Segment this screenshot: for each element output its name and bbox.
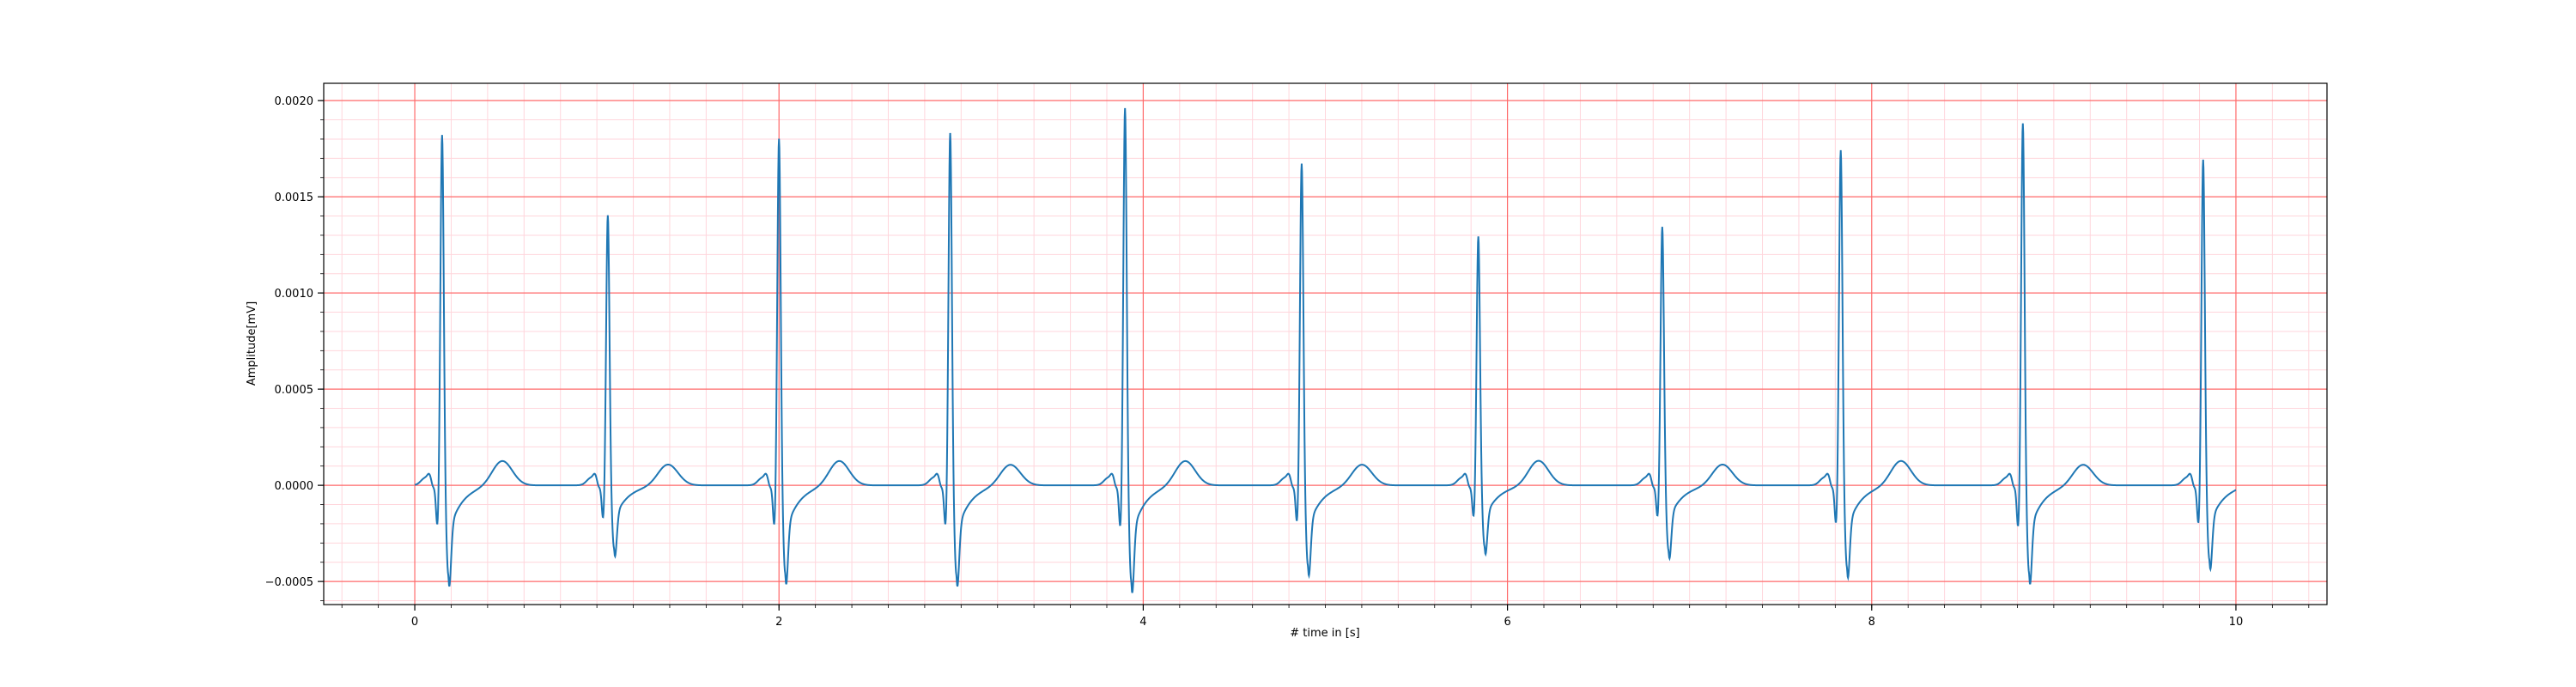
y-tick-label: 0.0000 [275, 480, 314, 493]
x-tick-label: 2 [775, 616, 782, 629]
y-tick-label: 0.0005 [275, 384, 314, 397]
y-tick-label: −0.0005 [265, 576, 313, 589]
y-tick-label: 0.0015 [275, 192, 314, 204]
x-tick-label: 4 [1139, 616, 1146, 629]
x-tick-label: 8 [1868, 616, 1875, 629]
x-tick-label: 10 [2229, 616, 2244, 629]
y-tick-label: 0.0020 [275, 95, 314, 108]
x-axis-label: # time in [s] [1290, 627, 1359, 640]
y-tick-labels: −0.0005 0.0000 0.0005 0.0010 0.0015 0.0020 [265, 95, 313, 589]
y-tick-label: 0.0010 [275, 288, 314, 301]
y-axis-label: Amplitude[mV] [246, 301, 258, 386]
x-tick-label: 6 [1504, 616, 1510, 629]
x-tick-label: 0 [411, 616, 418, 629]
